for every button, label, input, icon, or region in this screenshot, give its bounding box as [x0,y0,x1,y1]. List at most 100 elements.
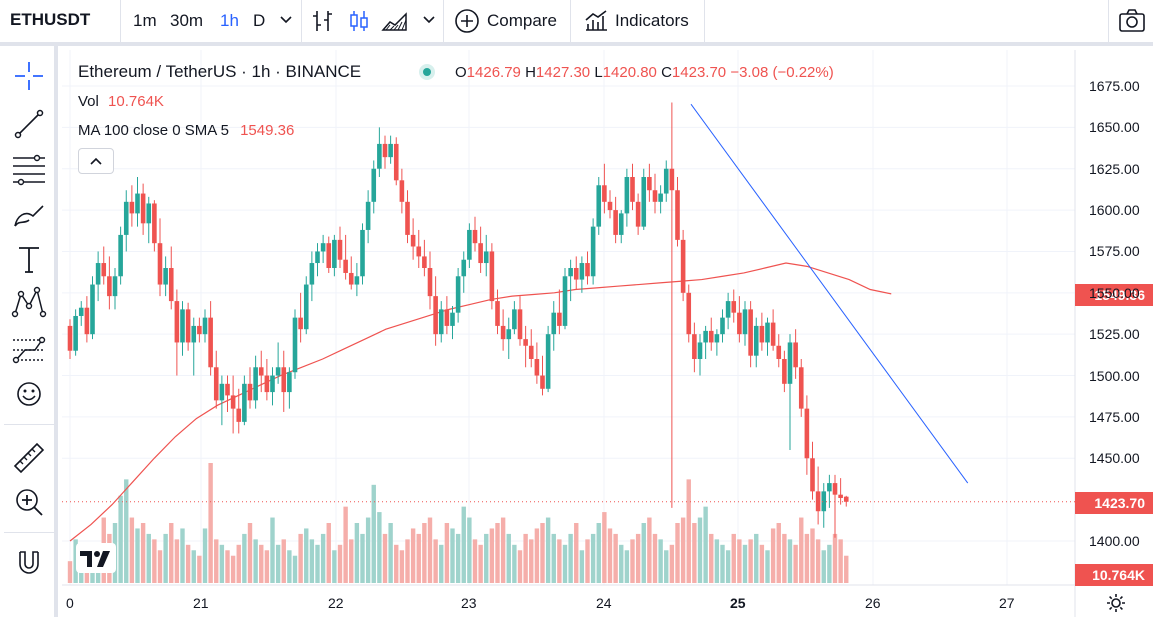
volume-bar [731,533,736,583]
candle-body [489,251,495,302]
compare-plus-icon[interactable] [454,8,480,34]
volume-bar [562,544,568,583]
pattern-icon[interactable] [11,284,47,320]
area-chart-icon[interactable] [381,8,409,34]
candle-body [90,284,95,335]
candle-body [512,309,517,330]
candle-body [337,239,343,260]
compare-button[interactable]: Compare [487,11,557,30]
high-label: H [525,64,536,81]
y-axis-tick-label: 1625.00 [1089,160,1140,177]
indicators-button[interactable]: Indicators [615,11,689,30]
candle-body [348,272,354,285]
bar-chart-icon[interactable] [311,8,335,34]
toolbar-divider [443,0,444,42]
volume-bar [489,528,495,583]
candle-body [478,243,483,264]
legend-symbol-title[interactable]: Ethereum / TetherUS · 1h · BINANCE [78,62,362,81]
candle-body [517,309,523,340]
chart-canvas[interactable] [62,50,1153,617]
candle-body [242,383,247,422]
open-label: O [455,64,467,81]
low-value: 1420.80 [602,64,657,81]
candle-body [281,367,287,393]
volume-bar [664,550,669,583]
volume-bar [467,517,472,583]
legend-ohlc: O1426.79 H1427.30 L1420.80 C1423.70 −3.0… [455,64,834,81]
trend-line-icon[interactable] [11,106,47,142]
y-axis-tick-label: 1500.00 [1089,367,1140,384]
prediction-icon[interactable] [11,330,47,366]
candle-body [793,342,798,368]
ruler-icon[interactable] [11,440,47,476]
chevron-down-icon[interactable] [422,15,436,25]
volume-bar [292,555,298,583]
volume-bar [309,539,315,583]
interval-1m[interactable]: 1m [133,11,157,30]
candle-body [523,339,528,346]
horizontal-lines-icon[interactable] [11,150,47,186]
price-chart[interactable] [62,50,1153,617]
volume-bar [444,523,450,583]
volume-bar [253,539,258,583]
settings-gear-icon[interactable] [1105,592,1127,614]
symbol-search[interactable]: ETHUSDT [10,10,91,29]
candle-body [590,226,596,277]
candle-body [320,243,326,252]
candle-body [185,309,191,343]
y-axis-tick-label: 1400.00 [1089,533,1140,549]
volume-bar [118,495,123,583]
volume-bar [129,517,135,583]
candle-body [624,177,630,214]
candle-body [343,259,348,273]
candle-body [602,185,607,202]
chevron-up-icon [90,157,102,165]
candle-body [686,292,692,335]
candle-body [748,309,753,356]
volume-bar [770,528,776,583]
crosshair-icon[interactable] [11,58,47,94]
volume-bar [422,523,427,583]
candle-body [720,317,725,335]
volume-label[interactable]: Vol [78,93,99,110]
y-axis-tick-label: 1525.00 [1089,326,1140,343]
candle-body [461,259,467,277]
volume-bar [523,533,528,583]
toolbar-divider [4,424,54,425]
candle-body [157,243,163,285]
candle-body [596,185,602,227]
text-icon[interactable] [11,240,47,276]
candle-body [759,325,765,343]
volume-bar [410,528,416,583]
candle-body [225,383,230,396]
candles-icon[interactable] [347,8,371,34]
indicators-icon[interactable] [583,8,609,34]
interval-30m[interactable]: 30m [170,11,204,30]
candle-body [247,383,253,401]
chevron-down-icon[interactable] [279,15,293,25]
volume-bar [439,544,444,583]
y-axis-tick-label: 1450.00 [1089,450,1140,467]
candle-body [399,180,405,202]
volume-bar [680,517,686,583]
smiley-icon[interactable] [11,376,47,412]
candle-body [78,307,84,316]
volume-bar [270,517,275,583]
volume-bar [433,539,438,583]
candle-body [219,383,225,401]
camera-icon[interactable] [1118,8,1146,34]
volume-bar [124,479,129,583]
interval-d[interactable]: D [253,11,266,30]
volume-bar [832,533,838,583]
collapse-legend-button[interactable] [78,148,114,174]
interval-1h[interactable]: 1h [220,11,239,30]
ma-price-label: 1549.36 [1075,284,1153,306]
candle-body [140,193,146,224]
tradingview-logo[interactable] [76,543,116,573]
zoom-in-icon[interactable] [11,484,47,520]
magnet-icon[interactable] [11,544,47,580]
volume-bar [579,550,585,583]
candle-body [731,301,737,313]
ma-label[interactable]: MA 100 close 0 SMA 5 [78,122,229,139]
brush-icon[interactable] [11,196,47,232]
